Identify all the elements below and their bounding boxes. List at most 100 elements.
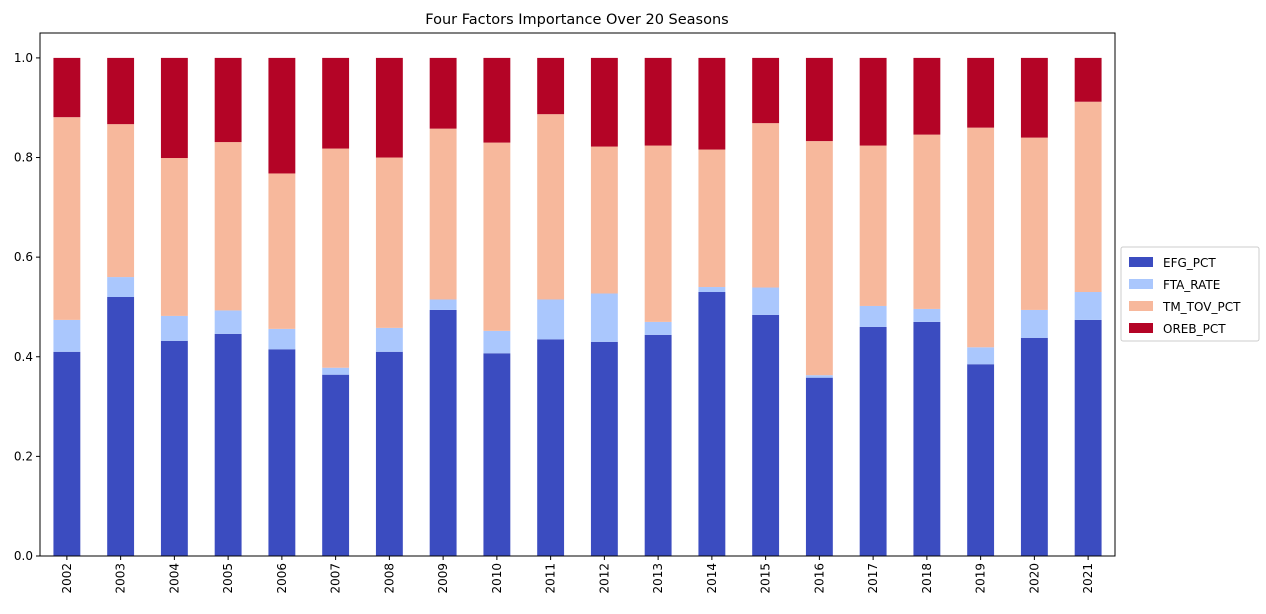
bar-fta-rate-2009 (429, 299, 457, 310)
bar-efg-pct-2013 (644, 334, 672, 556)
bar-tm-tov-pct-2002 (53, 117, 81, 320)
y-tick-label: 0.0 (14, 549, 33, 563)
legend: EFG_PCT FTA_RATE TM_TOV_PCT OREB_PCT (1120, 246, 1260, 342)
bar-tm-tov-pct-2003 (107, 124, 135, 278)
bar-oreb-pct-2015 (752, 57, 780, 124)
bar-oreb-pct-2014 (698, 57, 726, 150)
x-tick-label: 2020 (1027, 563, 1041, 594)
legend-swatch-tm-tov-pct (1129, 301, 1153, 311)
x-tick-label: 2019 (974, 563, 988, 594)
bar-oreb-pct-2007 (322, 57, 350, 149)
x-tick-label: 2006 (275, 563, 289, 594)
x-tick-label: 2008 (382, 563, 396, 594)
bar-oreb-pct-2018 (913, 57, 941, 135)
y-tick-label: 0.8 (14, 151, 33, 165)
x-tick-label: 2009 (436, 563, 450, 594)
x-tick-label: 2018 (920, 563, 934, 594)
bar-tm-tov-pct-2021 (1074, 101, 1102, 293)
bar-oreb-pct-2017 (859, 57, 887, 146)
axes-group: 0.0 0.2 0.4 0.6 0.8 1.0 2002 2003 2004 2005 2006 20… (14, 32, 1116, 594)
x-tick-label: 2005 (221, 563, 235, 594)
bar-tm-tov-pct-2012 (590, 146, 618, 294)
legend-label-tm-tov-pct: TM_TOV_PCT (1162, 300, 1241, 314)
bar-oreb-pct-2006 (268, 57, 296, 174)
bar-efg-pct-2018 (913, 321, 941, 556)
bar-tm-tov-pct-2005 (214, 142, 242, 311)
bar-fta-rate-2006 (268, 328, 296, 350)
bar-fta-rate-2004 (160, 315, 188, 341)
bar-efg-pct-2003 (107, 296, 135, 556)
bar-efg-pct-2011 (537, 339, 565, 556)
x-tick-label: 2007 (329, 563, 343, 594)
bar-oreb-pct-2011 (537, 57, 565, 115)
bar-oreb-pct-2002 (53, 57, 81, 118)
y-tick-label: 0.4 (14, 350, 33, 364)
bar-fta-rate-2016 (805, 375, 833, 378)
y-tick-label: 1.0 (14, 51, 33, 65)
bar-fta-rate-2018 (913, 308, 941, 322)
bar-tm-tov-pct-2009 (429, 128, 457, 300)
bar-tm-tov-pct-2010 (483, 142, 511, 331)
bar-efg-pct-2010 (483, 353, 511, 556)
bar-efg-pct-2012 (590, 341, 618, 556)
y-tick-label: 0.6 (14, 250, 33, 264)
bar-tm-tov-pct-2020 (1020, 137, 1048, 310)
legend-label-efg-pct: EFG_PCT (1163, 256, 1216, 270)
bars-group (53, 57, 1102, 556)
bar-fta-rate-2020 (1020, 309, 1048, 338)
bar-fta-rate-2021 (1074, 292, 1102, 320)
bar-tm-tov-pct-2016 (805, 141, 833, 376)
x-tick-label: 2014 (705, 563, 719, 594)
bar-oreb-pct-2004 (160, 57, 188, 159)
bar-tm-tov-pct-2004 (160, 158, 188, 316)
bar-tm-tov-pct-2013 (644, 145, 672, 322)
bar-oreb-pct-2010 (483, 57, 511, 143)
bar-efg-pct-2009 (429, 309, 457, 556)
bar-tm-tov-pct-2019 (967, 127, 995, 348)
bar-tm-tov-pct-2008 (375, 157, 403, 328)
bar-tm-tov-pct-2018 (913, 134, 941, 309)
bar-efg-pct-2006 (268, 349, 296, 556)
bar-efg-pct-2020 (1020, 337, 1048, 556)
bar-fta-rate-2017 (859, 305, 887, 327)
legend-swatch-oreb-pct (1129, 323, 1153, 333)
bar-tm-tov-pct-2011 (537, 114, 565, 300)
bar-efg-pct-2017 (859, 326, 887, 556)
bar-fta-rate-2014 (698, 287, 726, 293)
legend-label-oreb-pct: OREB_PCT (1163, 322, 1226, 336)
x-tick-label: 2015 (759, 563, 773, 594)
bar-fta-rate-2015 (752, 287, 780, 315)
bar-oreb-pct-2012 (590, 57, 618, 147)
x-tick-label: 2002 (60, 563, 74, 594)
x-tick-label: 2004 (167, 563, 181, 594)
bar-efg-pct-2015 (752, 314, 780, 556)
bar-tm-tov-pct-2017 (859, 145, 887, 306)
bar-tm-tov-pct-2014 (698, 149, 726, 288)
bar-oreb-pct-2021 (1074, 57, 1102, 102)
bar-efg-pct-2008 (375, 351, 403, 556)
legend-swatch-fta-rate (1129, 279, 1153, 289)
x-tick-label: 2011 (544, 563, 558, 594)
x-tick-label: 2013 (651, 563, 665, 594)
bar-fta-rate-2019 (967, 347, 995, 365)
bar-fta-rate-2008 (375, 327, 403, 352)
bar-efg-pct-2014 (698, 292, 726, 556)
x-tick-label: 2017 (866, 563, 880, 594)
legend-box (1120, 246, 1260, 342)
bar-fta-rate-2013 (644, 321, 672, 335)
x-tick-label: 2010 (490, 563, 504, 594)
bar-fta-rate-2005 (214, 310, 242, 334)
bar-oreb-pct-2019 (967, 57, 995, 128)
bar-efg-pct-2007 (322, 374, 350, 556)
bar-efg-pct-2016 (805, 377, 833, 556)
bar-efg-pct-2004 (160, 340, 188, 556)
plot-frame (39, 32, 1116, 557)
bar-tm-tov-pct-2006 (268, 173, 296, 329)
bar-fta-rate-2011 (537, 299, 565, 340)
x-tick-label: 2003 (114, 563, 128, 594)
bar-efg-pct-2019 (967, 364, 995, 556)
bar-oreb-pct-2016 (805, 57, 833, 142)
x-tick-label: 2012 (597, 563, 611, 594)
legend-label-fta-rate: FTA_RATE (1163, 278, 1220, 292)
